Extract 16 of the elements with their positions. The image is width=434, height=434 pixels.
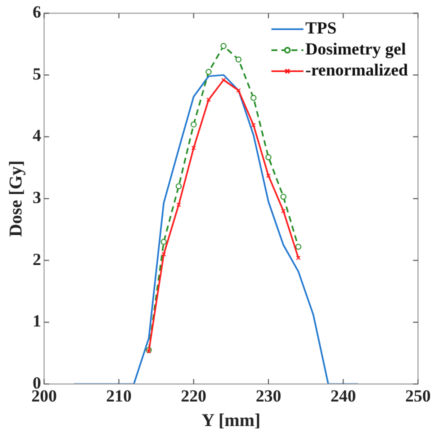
legend-label: TPS	[305, 18, 337, 38]
y-tick-label: 1	[32, 312, 42, 331]
x-tick-label: 240	[330, 386, 356, 406]
y-tick-label: 4	[32, 126, 42, 146]
x-axis-title: Y [mm]	[202, 410, 260, 430]
legend-label: Dosimetry gel	[305, 40, 406, 59]
y-tick-label: 2	[32, 250, 42, 269]
x-tick-label: 230	[256, 386, 282, 406]
y-tick-label: 5	[32, 64, 42, 84]
y-axis-title: Dose [Gy]	[5, 160, 26, 237]
legend-label: -renormalized	[305, 60, 409, 80]
x-tick-label: 250	[405, 386, 431, 406]
x-tick-label: 210	[106, 386, 132, 406]
y-tick-label: 3	[32, 188, 42, 207]
y-tick-label: 6	[32, 2, 42, 22]
x-tick-label: 220	[180, 386, 206, 406]
